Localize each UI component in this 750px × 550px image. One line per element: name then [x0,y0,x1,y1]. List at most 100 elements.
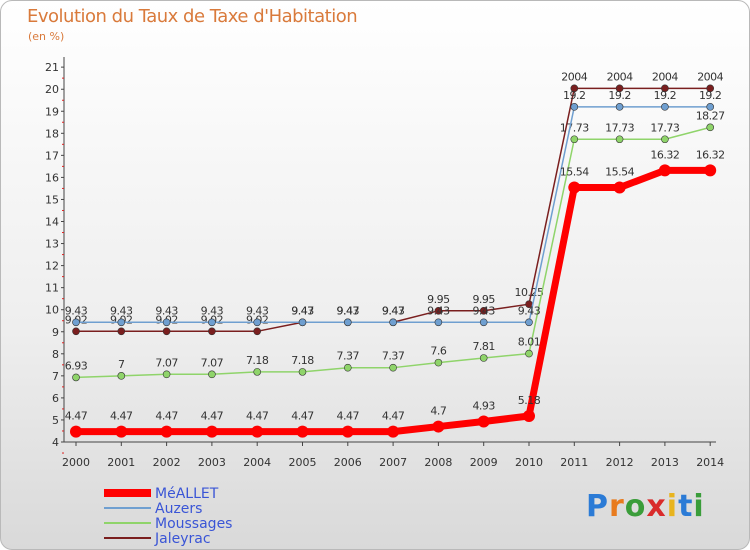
data-point [343,363,352,372]
data-point [613,181,626,194]
data-label: 4.93 [472,399,495,412]
data-point [661,103,669,111]
data-label: 9.47 [337,304,360,317]
y-tick-label: 17 [45,149,59,162]
data-label: 7.81 [472,340,495,353]
data-label: 9.43 [518,304,541,317]
data-label: 7.07 [201,356,224,369]
y-tick-label: 4 [52,436,59,449]
data-label: 18.27 [696,109,725,122]
data-point [253,368,262,376]
data-point [387,425,400,438]
data-point [525,349,533,358]
data-label: 19.2 [699,89,722,102]
y-tick-label: 19 [45,105,59,118]
legend-label: MéALLET [155,486,219,502]
x-tick-label: 2011 [560,456,588,469]
data-point [570,103,579,111]
x-tick-label: 2003 [198,456,226,469]
data-point [208,318,216,327]
data-label: 7.18 [246,354,269,367]
data-label: 7.37 [337,350,360,363]
data-point [253,327,262,336]
data-label: 4.47 [65,410,88,423]
data-point [251,425,264,438]
data-point [661,84,669,93]
data-label: 9.43 [155,304,178,317]
data-point [208,370,216,379]
x-tick-label: 2001 [107,456,135,469]
x-tick-label: 2000 [62,456,90,469]
data-point [160,425,173,438]
data-label: 2004 [697,70,723,83]
x-tick-label: 2006 [334,456,362,469]
data-label: 15.54 [605,166,634,179]
y-tick-label: 6 [52,392,59,405]
data-point [523,409,535,422]
data-point [341,425,354,438]
logo-letter: i [693,489,705,524]
legend-label: Moussages [155,516,232,532]
data-point [115,425,128,438]
legend-label: Auzers [155,501,202,517]
data-label: 9.95 [427,293,450,306]
x-tick-label: 2008 [424,456,452,469]
data-point [162,370,171,379]
data-label: 9.47 [382,304,405,317]
data-point [389,318,397,327]
chart-title: Evolution du Taux de Taxe d'Habitation [27,6,358,27]
y-tick-label: 14 [45,216,59,229]
data-label: 10.25 [515,286,544,299]
x-tick-label: 2002 [153,456,181,469]
data-label: 8.01 [518,336,541,349]
data-label: 9.47 [291,304,314,317]
data-label: 4.47 [201,410,224,423]
data-point [162,318,171,327]
data-point [298,368,307,376]
y-tick-label: 15 [45,193,59,206]
data-point [298,318,307,327]
data-point [162,327,171,336]
data-label: 4.47 [337,410,360,423]
y-tick-label: 20 [45,83,59,96]
data-point [432,420,445,433]
data-label: 9.43 [337,304,360,317]
data-label: 4.7 [430,405,446,418]
data-label: 9.43 [110,304,133,317]
data-point [570,84,579,93]
data-point [704,164,717,177]
y-tick-label: 18 [45,127,59,140]
data-label: 19.2 [654,89,677,102]
x-tick-label: 2010 [515,456,543,469]
data-point [615,135,624,144]
data-label: 19.2 [563,89,586,102]
x-tick-label: 2004 [243,456,271,469]
y-tick-label: 16 [45,171,59,184]
data-label: 9.43 [291,304,314,317]
data-point [479,354,488,362]
logo-letter: i [666,489,679,524]
data-label: 17.73 [650,121,679,134]
data-point [434,358,443,367]
data-label: 17.73 [605,121,634,134]
data-label: 19.2 [608,89,631,102]
data-point [658,164,671,177]
data-point [479,318,488,327]
data-label: 7.07 [155,356,178,369]
data-label: 9.43 [472,304,495,317]
data-label: 16.32 [696,148,725,161]
data-point [296,425,309,438]
x-tick-label: 2005 [289,456,317,469]
data-label: 9.43 [65,304,88,317]
data-label: 2004 [561,70,587,83]
x-tick-label: 2013 [651,456,679,469]
data-point [568,181,581,194]
data-point [117,318,126,327]
data-label: 7.6 [430,345,446,358]
y-tick-label: 12 [45,260,59,273]
data-point [479,307,488,315]
data-point [706,84,715,93]
y-tick-label: 13 [45,238,59,251]
